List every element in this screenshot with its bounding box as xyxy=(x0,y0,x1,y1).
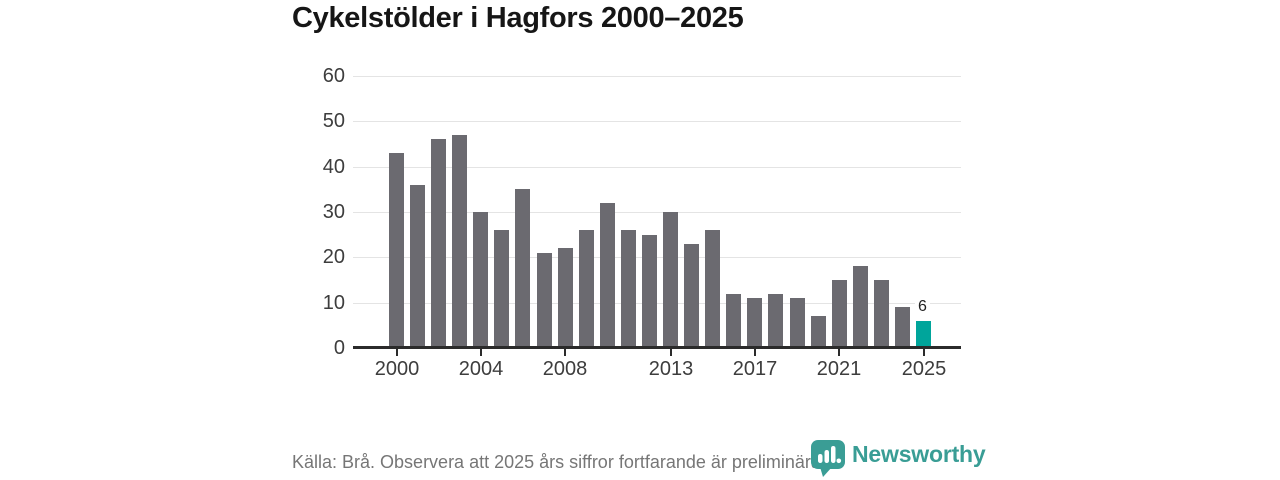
x-tick-label-2000: 2000 xyxy=(374,358,420,380)
x-tick-2013 xyxy=(670,349,672,356)
bar-2006 xyxy=(515,189,530,348)
y-axis-label-40: 40 xyxy=(322,156,345,178)
bar-2019 xyxy=(790,298,805,348)
gridline-y-50 xyxy=(353,121,961,122)
y-axis-label-30: 30 xyxy=(322,201,345,223)
x-tick-2008 xyxy=(564,349,566,356)
bar-2002 xyxy=(431,139,446,348)
bar-2016 xyxy=(726,294,741,348)
bar-2014 xyxy=(684,244,699,348)
bar-2003 xyxy=(452,135,467,348)
bar-2010 xyxy=(600,203,615,348)
bar-2017 xyxy=(747,298,762,348)
bar-2001 xyxy=(410,185,425,348)
bar-2000 xyxy=(389,153,404,348)
plot-area: 2000 2004 2008 2013 2017 2021 2025 6 xyxy=(353,76,961,380)
bar-2025 xyxy=(916,321,931,348)
x-tick-label-2025: 2025 xyxy=(901,358,947,380)
x-tick-label-2008: 2008 xyxy=(542,358,588,380)
x-tick-label-2013: 2013 xyxy=(648,358,694,380)
newsworthy-logo-icon xyxy=(810,438,848,480)
bar-2004 xyxy=(473,212,488,348)
x-tick-2021 xyxy=(838,349,840,356)
x-tick-label-2004: 2004 xyxy=(458,358,504,380)
bar-2011 xyxy=(621,230,636,348)
x-tick-2017 xyxy=(754,349,756,356)
x-tick-2000 xyxy=(396,349,398,356)
bar-2015 xyxy=(705,230,720,348)
bar-2018 xyxy=(768,294,783,348)
bar-2007 xyxy=(537,253,552,348)
bar-2023 xyxy=(874,280,889,348)
x-tick-2025 xyxy=(923,349,925,356)
bar-2022 xyxy=(853,266,868,348)
gridline-y-30 xyxy=(353,212,961,213)
y-axis-label-10: 10 xyxy=(322,292,345,314)
gridline-y-60 xyxy=(353,76,961,77)
x-tick-2004 xyxy=(480,349,482,356)
bar-2009 xyxy=(579,230,594,348)
bar-2024 xyxy=(895,307,910,348)
page-title: Cykelstölder i Hagfors 2000–2025 xyxy=(292,2,744,34)
newsworthy-logo: Newsworthy xyxy=(810,438,986,480)
gridline-y-20 xyxy=(353,257,961,258)
y-axis-label-20: 20 xyxy=(322,246,345,268)
bar-2012 xyxy=(642,235,657,348)
x-axis-line xyxy=(353,346,961,349)
bar-2013 xyxy=(663,212,678,348)
x-tick-label-2017: 2017 xyxy=(732,358,778,380)
bar-2020 xyxy=(811,316,826,348)
bar-2008 xyxy=(558,248,573,348)
newsworthy-logo-text: Newsworthy xyxy=(852,441,986,467)
gridline-y-10 xyxy=(353,303,961,304)
x-tick-label-2021: 2021 xyxy=(816,358,862,380)
bar-2021 xyxy=(832,280,847,348)
y-axis-label-0: 0 xyxy=(333,337,345,359)
source-note: Källa: Brå. Observera att 2025 års siffr… xyxy=(292,452,826,472)
bar-value-label-2025: 6 xyxy=(915,298,930,316)
bar-2005 xyxy=(494,230,509,348)
y-axis-label-50: 50 xyxy=(322,110,345,132)
y-axis-label-60: 60 xyxy=(322,65,345,87)
gridline-y-40 xyxy=(353,167,961,168)
